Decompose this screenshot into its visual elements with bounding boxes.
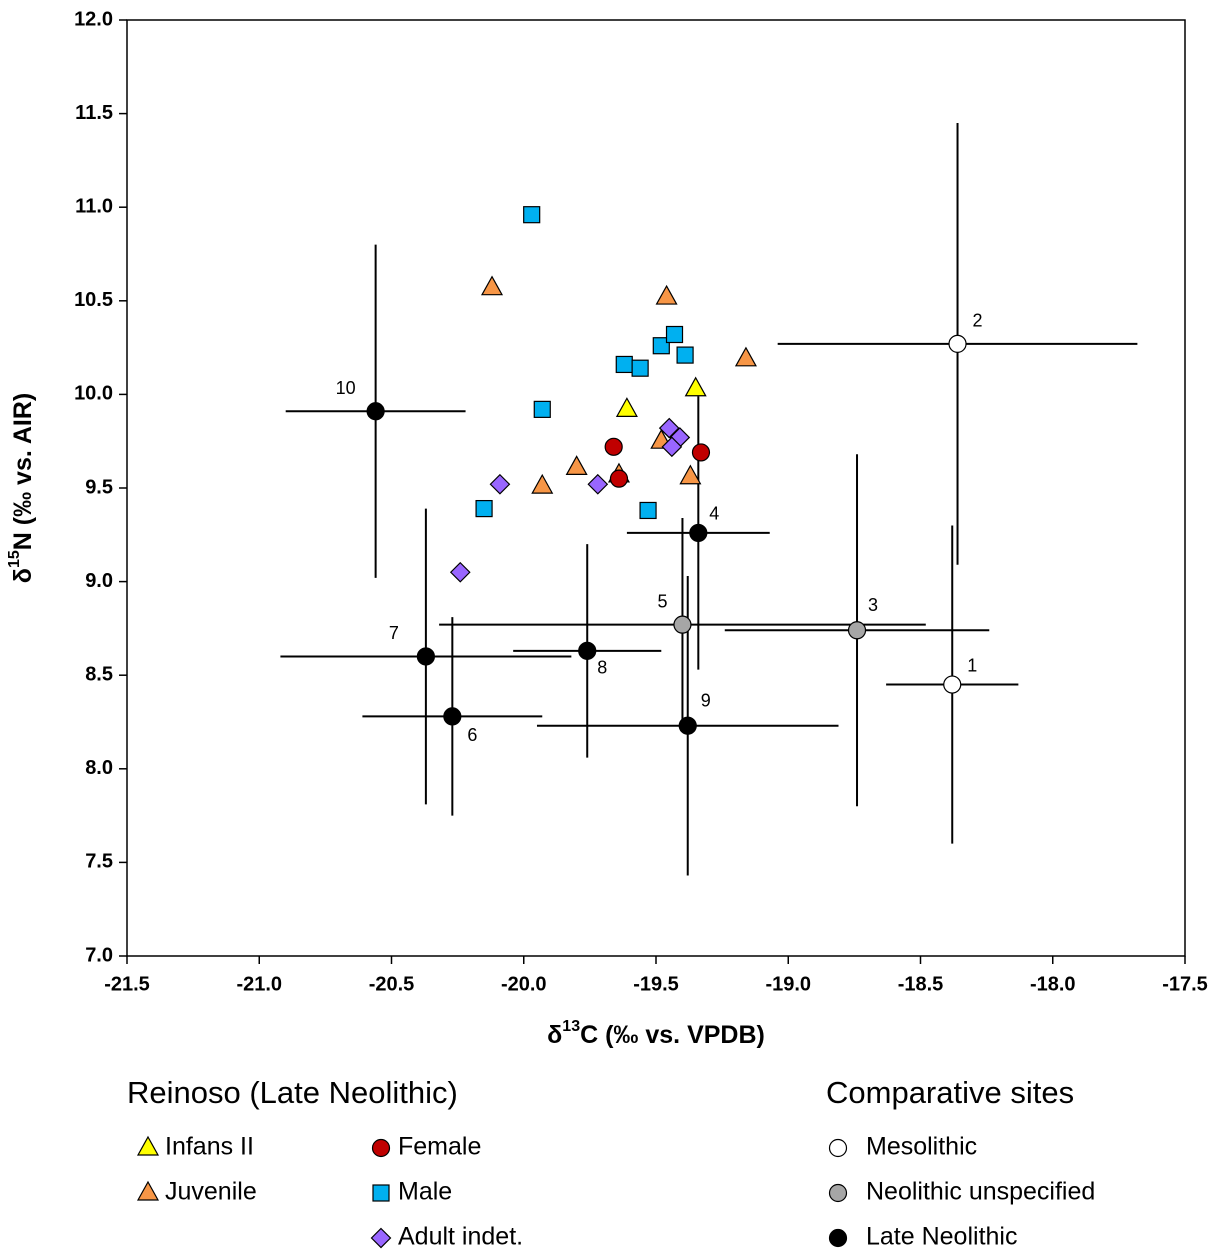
- point-label: 8: [597, 658, 607, 678]
- y-tick-label: 8.5: [85, 663, 113, 685]
- point: [523, 206, 541, 224]
- point: [676, 346, 694, 364]
- point-label: 4: [709, 504, 719, 524]
- legend-marker: [370, 1227, 392, 1249]
- legend-marker: [371, 1138, 391, 1158]
- point: [691, 443, 711, 462]
- point: [658, 417, 680, 439]
- legend-label: Juvenile: [165, 1178, 257, 1206]
- point: [679, 464, 702, 485]
- y-tick-label: 12.0: [74, 8, 113, 30]
- x-tick-label: -21.5: [104, 973, 150, 995]
- x-tick-label: -19.5: [633, 973, 679, 995]
- y-tick-label: 11.0: [75, 195, 113, 217]
- point: [655, 284, 678, 305]
- point: [615, 355, 633, 374]
- x-tick-label: -20.5: [369, 973, 415, 995]
- legend-label: Male: [398, 1178, 452, 1206]
- legend-marker: [828, 1138, 848, 1158]
- legend-label: Mesolithic: [866, 1133, 977, 1161]
- x-tick-label: -17.5: [1162, 973, 1208, 995]
- x-tick-label: -20.0: [501, 973, 547, 995]
- point: [689, 523, 708, 543]
- point: [948, 334, 967, 353]
- x-tick-label: -18.5: [898, 973, 944, 995]
- point: [652, 337, 670, 355]
- legend-label: Neolithic unspecified: [866, 1178, 1095, 1206]
- point-label: 9: [701, 690, 711, 710]
- x-axis-label-sup: 13: [562, 1018, 580, 1035]
- point: [943, 675, 962, 694]
- point: [615, 397, 638, 417]
- x-tick-label: -19.0: [765, 973, 811, 995]
- legend-title: Comparative sites: [826, 1075, 1074, 1110]
- legend-title: Reinoso (Late Neolithic): [127, 1075, 458, 1110]
- point: [684, 376, 707, 397]
- x-axis-label-part: C (‰ vs. VPDB): [580, 1021, 765, 1049]
- legend-marker: [372, 1184, 390, 1202]
- point-label: 10: [336, 378, 356, 398]
- point: [449, 561, 471, 583]
- y-tick-label: 7.5: [85, 851, 113, 873]
- point: [416, 647, 435, 666]
- point: [665, 325, 684, 344]
- legend-label: Adult indet.: [398, 1223, 523, 1251]
- point: [678, 716, 697, 735]
- y-axis-label-sup: 15: [6, 550, 23, 568]
- y-tick-label: 10.0: [74, 383, 113, 405]
- point: [673, 615, 692, 634]
- point-label: 6: [467, 725, 477, 745]
- point: [604, 437, 623, 456]
- point: [587, 473, 609, 495]
- legend-marker: [828, 1228, 848, 1248]
- point: [639, 501, 657, 520]
- point: [475, 499, 493, 518]
- point: [661, 436, 683, 458]
- y-tick-label: 11.5: [75, 102, 113, 124]
- x-axis-label-part: δ: [547, 1021, 562, 1049]
- x-axis-label: δ13C (‰ vs. VPDB): [547, 1018, 765, 1048]
- point: [366, 402, 385, 421]
- point: [489, 473, 511, 495]
- x-tick-label: -21.0: [236, 973, 282, 995]
- y-axis-label: δ15N (‰ vs. AIR): [6, 393, 36, 583]
- legend-marker: [136, 1135, 160, 1156]
- y-tick-label: 9.0: [85, 570, 113, 592]
- point-label: 1: [967, 655, 977, 675]
- point: [565, 455, 588, 476]
- point-label: 3: [868, 595, 878, 615]
- x-tick-label: -18.0: [1030, 973, 1076, 995]
- point: [531, 473, 554, 494]
- y-tick-label: 10.5: [74, 289, 113, 311]
- y-axis-label-part: δ: [9, 568, 37, 583]
- point-label: 7: [389, 623, 399, 643]
- point-label: 2: [973, 311, 983, 331]
- point: [533, 400, 551, 418]
- y-tick-label: 8.0: [85, 757, 113, 779]
- legend-marker: [828, 1183, 848, 1203]
- point: [578, 641, 597, 660]
- point: [609, 469, 629, 488]
- legend-label: Infans II: [165, 1133, 254, 1161]
- legend-label: Late Neolithic: [866, 1223, 1017, 1251]
- point: [480, 275, 504, 296]
- point: [631, 359, 649, 377]
- point: [734, 346, 757, 367]
- point: [847, 621, 867, 640]
- legend-label: Female: [398, 1133, 481, 1161]
- point-label: 5: [657, 591, 667, 611]
- y-axis-label-part: N (‰ vs. AIR): [9, 393, 37, 550]
- y-tick-label: 9.5: [85, 476, 113, 498]
- plot-frame: [126, 19, 1186, 957]
- y-tick-label: 7.0: [85, 944, 113, 966]
- legend-marker: [136, 1180, 160, 1201]
- point: [443, 707, 462, 726]
